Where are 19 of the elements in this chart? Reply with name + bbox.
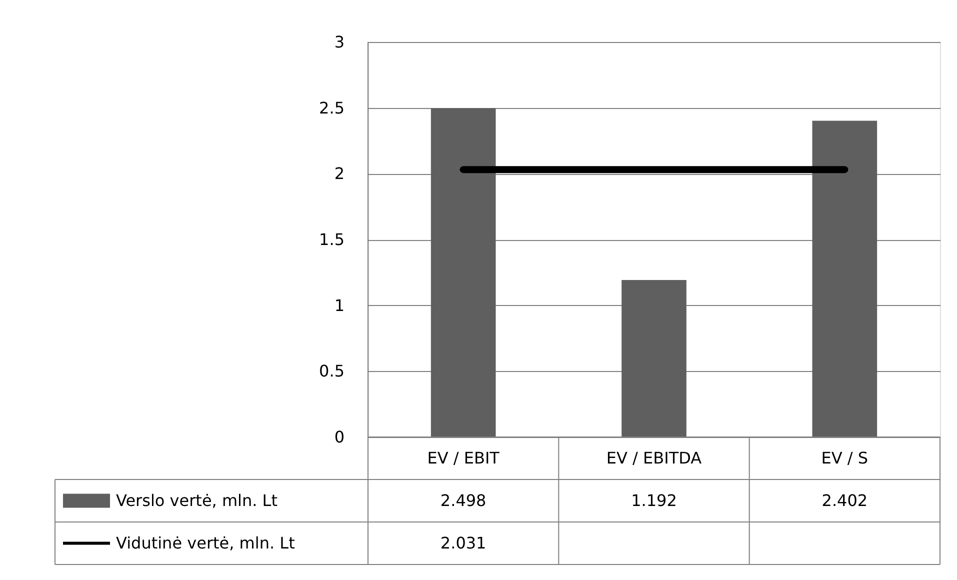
y-tick-label: 2.5 bbox=[319, 98, 344, 118]
legend-label: Verslo vertė, mln. Lt bbox=[116, 490, 278, 510]
bar bbox=[430, 108, 496, 437]
legend-label: Vidutinė vertė, mln. Lt bbox=[116, 533, 295, 552]
y-tick-label: 0 bbox=[334, 428, 344, 446]
data-label: 2.402 bbox=[822, 490, 868, 510]
x-tick-label: EV / EBIT bbox=[427, 448, 500, 468]
data-label: 2.498 bbox=[440, 490, 486, 510]
text: 2.031 bbox=[440, 533, 486, 552]
data-label: 1.192 bbox=[631, 490, 677, 510]
y-tick-label: 2 bbox=[334, 164, 344, 184]
bar bbox=[622, 280, 686, 437]
y-tick-label: 0.5 bbox=[319, 362, 344, 381]
y-tick-label: 1.5 bbox=[319, 230, 344, 249]
bar bbox=[812, 120, 878, 437]
x-tick-label: EV / EBITDA bbox=[606, 448, 702, 468]
x-tick-label: EV / S bbox=[821, 448, 868, 468]
y-tick-label: 3 bbox=[334, 32, 344, 52]
y-tick-label: 1 bbox=[334, 296, 344, 315]
